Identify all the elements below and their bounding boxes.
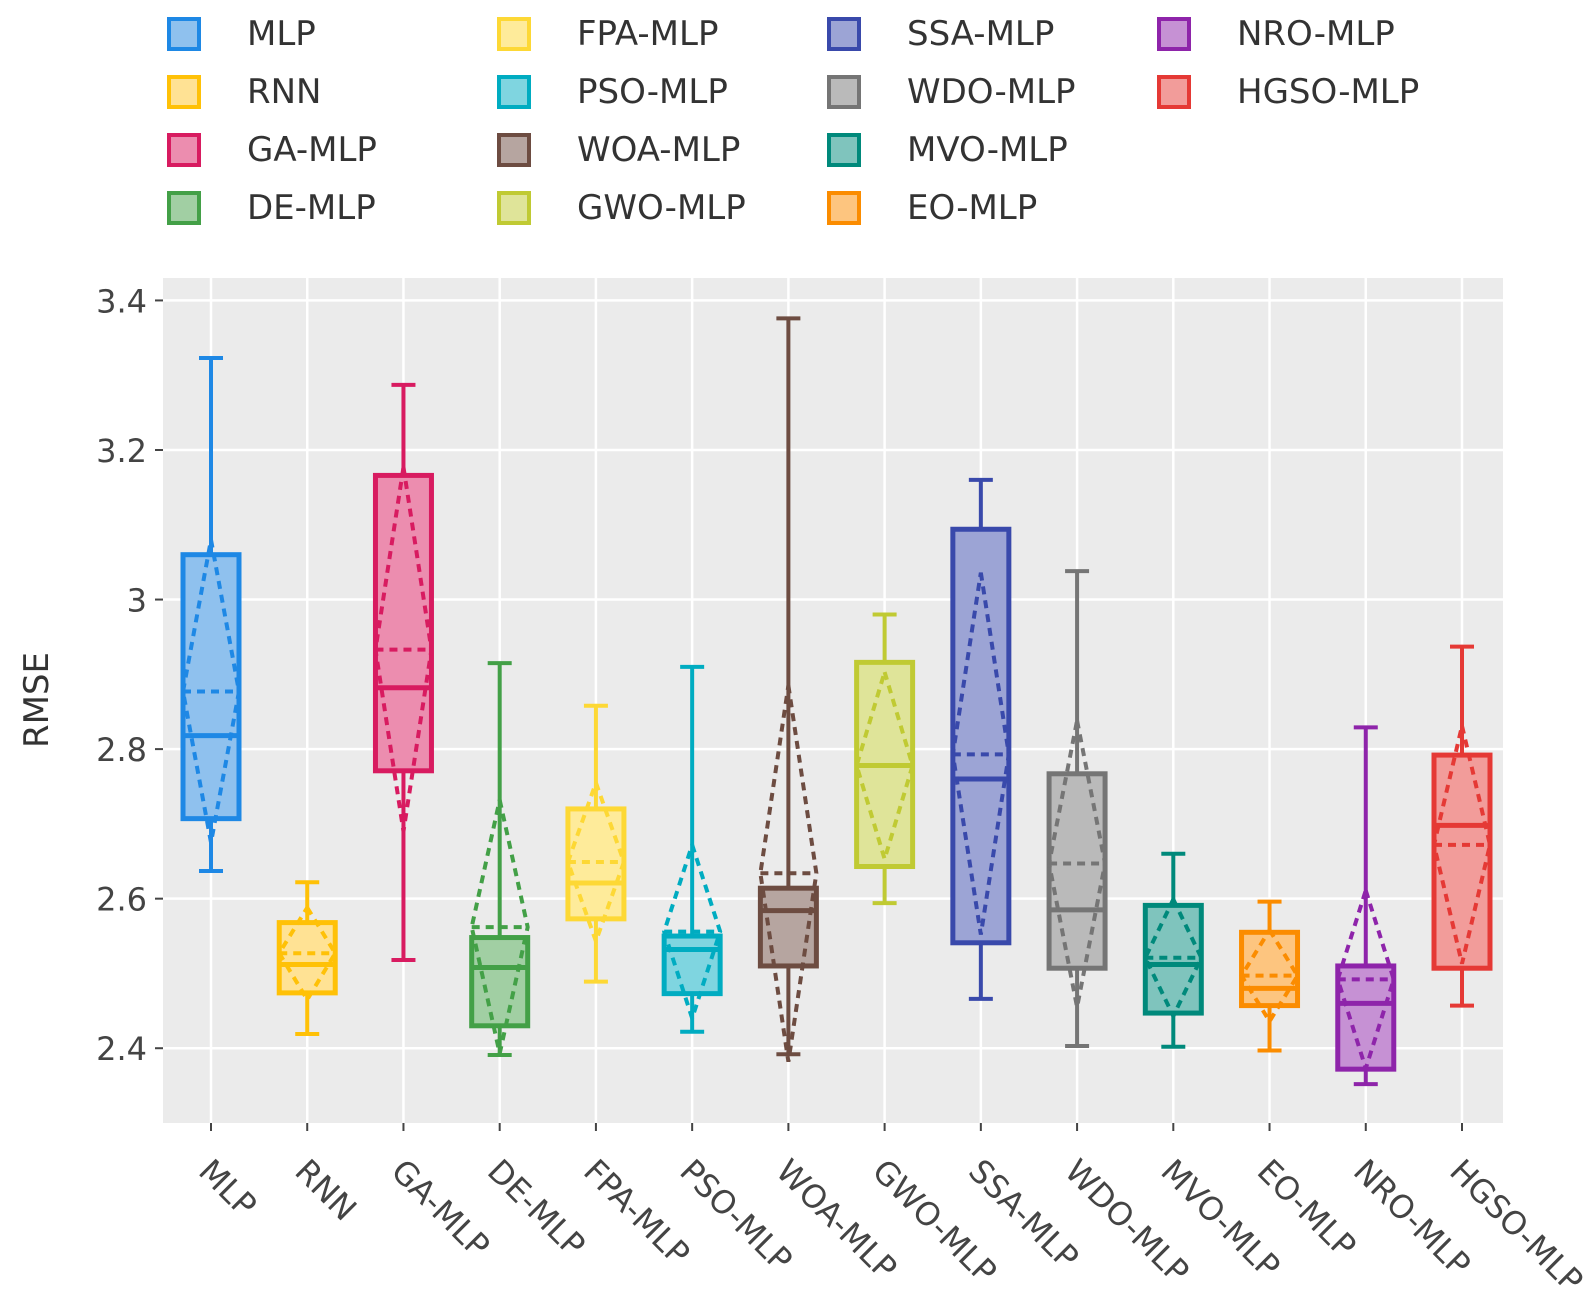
box-mvo-mlp [1142, 851, 1204, 1049]
legend-swatch [497, 133, 531, 167]
mean-sd-diamond [662, 838, 723, 1025]
legend-item: MLP [167, 12, 316, 56]
x-axis: MLP RNN GA-MLPDE-MLPFPA-MLPPSO-MLPWOA-MLPG… [191, 1123, 1591, 1298]
legend-item: NRO-MLP [1157, 12, 1395, 56]
chart-legend: MLP RNN GA-MLP DE-MLP FPA-MLP PSO-MLP WOA-MLP G… [167, 12, 1567, 242]
y-tick-label: 2.6 [96, 881, 147, 919]
box-woa-mlp [757, 316, 819, 1062]
box-pso-mlp [661, 664, 723, 1034]
legend-label: RNN [247, 72, 322, 112]
legend-label: GA-MLP [247, 130, 377, 170]
legend-label: WOA-MLP [577, 130, 741, 170]
box-iqr [661, 933, 723, 997]
legend-label: EO-MLP [907, 188, 1038, 228]
box-iqr [1046, 771, 1108, 971]
legend-item: PSO-MLP [497, 70, 728, 114]
legend-swatch [827, 133, 861, 167]
mean-sd-diamond [180, 539, 242, 843]
legend-swatch [167, 17, 201, 51]
box-iqr [1335, 963, 1397, 1072]
legend-swatch [1157, 75, 1191, 109]
mean-sd-diamond [1239, 926, 1300, 1026]
box-gwo-mlp [854, 612, 916, 906]
mean-sd-diamond [1431, 725, 1493, 965]
legend-item: GA-MLP [167, 128, 377, 172]
box-nro-mlp [1335, 725, 1397, 1087]
legend-label: SSA-MLP [907, 14, 1055, 54]
x-tick-label: DE-MLP [480, 1152, 593, 1265]
x-tick-label: GA-MLP [384, 1152, 497, 1265]
box-eo-mlp [1239, 899, 1301, 1053]
y-tick-label: 2.8 [96, 731, 147, 769]
legend-swatch [497, 75, 531, 109]
legend-label: GWO-MLP [577, 188, 746, 228]
box-iqr [276, 920, 338, 996]
legend-swatch [1157, 17, 1191, 51]
box-iqr [372, 472, 434, 774]
box-iqr [1239, 929, 1301, 1009]
mean-sd-diamond [469, 799, 530, 1054]
mean-sd-diamond [854, 665, 915, 867]
box-iqr [1431, 752, 1493, 971]
legend-swatch [827, 191, 861, 225]
legend-item: HGSO-MLP [1157, 70, 1419, 114]
box-hgso-mlp [1431, 644, 1493, 1008]
y-tick-label: 3 [127, 582, 147, 620]
legend-swatch [167, 191, 201, 225]
legend-item: GWO-MLP [497, 186, 746, 230]
y-axis: 2.4 2.6 2.8 3 3.2 3.4 [96, 282, 163, 1068]
plot-background [163, 278, 1503, 1123]
legend-item: FPA-MLP [497, 12, 718, 56]
mean-sd-diamond [565, 776, 627, 948]
legend-label: FPA-MLP [577, 14, 719, 54]
legend-swatch [497, 191, 531, 225]
box-mlp [180, 356, 242, 873]
legend-item: SSA-MLP [827, 12, 1054, 56]
box-iqr [469, 935, 531, 1029]
legend-item: WDO-MLP [827, 70, 1076, 114]
mean-sd-diamond [1143, 894, 1204, 1021]
mean-sd-diamond [1335, 883, 1396, 1076]
y-tick-label: 2.4 [96, 1030, 147, 1068]
legend-swatch [167, 75, 201, 109]
legend-label: HGSO-MLP [1237, 72, 1420, 112]
y-tick-label: 3.2 [96, 432, 147, 470]
legend-label: WDO-MLP [907, 72, 1076, 112]
box-wdo-mlp [1046, 569, 1108, 1048]
mean-sd-diamond [373, 466, 434, 832]
box-ssa-mlp [950, 477, 1012, 1001]
legend-label: PSO-MLP [577, 72, 728, 112]
legend-item: WOA-MLP [497, 128, 740, 172]
legend-swatch [827, 17, 861, 51]
legend-label: MLP [247, 14, 316, 54]
boxes [180, 316, 1493, 1087]
legend-label: MVO-MLP [907, 130, 1068, 170]
legend-swatch [167, 133, 201, 167]
y-tick-label: 3.4 [96, 282, 147, 320]
mean-sd-diamond [276, 903, 338, 1004]
legend-swatch [497, 17, 531, 51]
x-tick-label: MLP [191, 1152, 264, 1225]
legend-swatch [827, 75, 861, 109]
legend-label: DE-MLP [247, 188, 376, 228]
box-fpa-mlp [565, 703, 627, 984]
mean-sd-diamond [758, 685, 819, 1062]
legend-item: RNN [167, 70, 322, 114]
box-iqr [950, 526, 1012, 946]
legend-item: EO-MLP [827, 186, 1037, 230]
legend-item: MVO-MLP [827, 128, 1068, 172]
y-axis-title: RMSE [17, 652, 57, 748]
box-ga-mlp [372, 382, 434, 962]
legend-item: DE-MLP [167, 186, 376, 230]
x-tick-label: FPA-MLP [576, 1152, 697, 1273]
x-tick-label: RNN [288, 1152, 364, 1228]
x-tick-label: HGSO-MLP [1442, 1152, 1590, 1298]
mean-sd-diamond [950, 572, 1011, 935]
box-rnn [276, 880, 338, 1037]
box-de-mlp [469, 661, 531, 1057]
box-iqr [180, 552, 242, 822]
legend-label: NRO-MLP [1237, 14, 1395, 54]
